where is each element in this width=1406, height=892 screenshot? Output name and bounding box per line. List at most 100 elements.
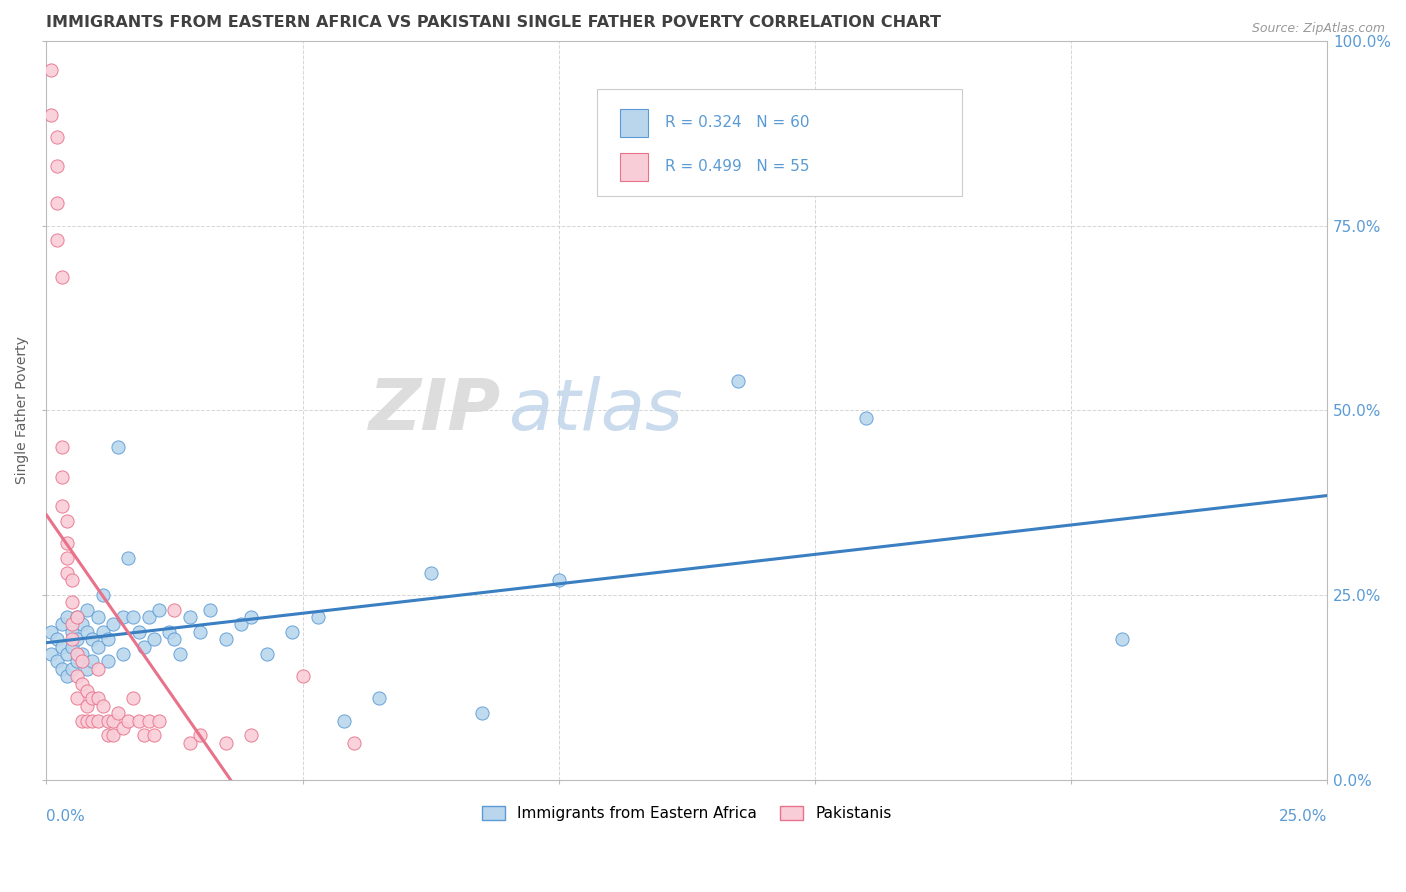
Y-axis label: Single Father Poverty: Single Father Poverty [15,336,30,484]
Point [70,714,93,728]
Point [148,714,170,728]
Point [97,728,120,742]
Point [112,647,135,661]
Point [86,610,108,624]
Point [332,714,354,728]
Point [60,573,83,587]
Point [60,617,83,632]
Point [132,640,155,654]
FancyBboxPatch shape [598,89,962,196]
Point [97,632,120,647]
Point [82,691,104,706]
FancyBboxPatch shape [620,109,648,137]
Point [240,610,263,624]
Point [70,647,93,661]
Point [76,684,98,698]
Point [107,706,129,720]
Point [291,669,314,683]
Point [143,632,166,647]
Point [128,624,150,639]
Point [56,514,79,528]
Point [56,551,79,566]
Point [51,640,73,654]
Point [56,647,79,661]
Point [101,728,124,742]
Point [82,632,104,647]
Point [86,662,108,676]
Point [82,654,104,668]
Point [41,647,63,661]
Point [60,632,83,647]
Point [76,624,98,639]
Text: 25.0%: 25.0% [1279,809,1327,824]
Point [343,736,366,750]
Point [41,624,63,639]
Point [45,632,67,647]
Point [256,647,278,661]
Point [169,647,191,661]
Point [51,617,73,632]
Point [132,728,155,742]
Point [163,603,186,617]
Point [97,714,120,728]
Point [76,714,98,728]
Point [51,270,73,285]
Point [163,632,186,647]
Point [51,440,73,454]
Text: ZIP: ZIP [368,376,501,445]
Point [51,469,73,483]
Point [215,632,238,647]
Point [41,63,63,78]
Point [51,662,73,676]
Text: Source: ZipAtlas.com: Source: ZipAtlas.com [1251,22,1385,36]
Point [547,573,569,587]
Point [188,624,211,639]
Point [56,610,79,624]
Point [60,662,83,676]
Point [179,610,201,624]
Point [86,714,108,728]
Point [70,617,93,632]
Point [86,640,108,654]
Point [66,654,89,668]
Point [76,698,98,713]
Point [60,595,83,609]
Point [101,714,124,728]
Point [107,440,129,454]
Point [148,603,170,617]
Text: IMMIGRANTS FROM EASTERN AFRICA VS PAKISTANI SINGLE FATHER POVERTY CORRELATION CH: IMMIGRANTS FROM EASTERN AFRICA VS PAKIST… [46,15,942,30]
Point [101,617,124,632]
Point [86,691,108,706]
Point [41,108,63,122]
Point [56,536,79,550]
Point [471,706,494,720]
Point [419,566,441,580]
Point [138,714,160,728]
Point [66,632,89,647]
Point [45,196,67,211]
Point [76,603,98,617]
Point [66,669,89,683]
Point [727,374,749,388]
Text: 0.0%: 0.0% [46,809,86,824]
Point [56,566,79,580]
Point [117,551,139,566]
Point [70,654,93,668]
Point [143,728,166,742]
Point [122,691,145,706]
Legend: Immigrants from Eastern Africa, Pakistanis: Immigrants from Eastern Africa, Pakistan… [477,800,898,828]
Point [76,662,98,676]
Point [66,647,89,661]
Point [229,617,252,632]
Point [60,640,83,654]
Point [1111,632,1133,647]
Point [66,610,89,624]
Text: atlas: atlas [508,376,682,445]
Point [66,610,89,624]
Point [117,714,139,728]
Point [70,676,93,690]
FancyBboxPatch shape [620,153,648,181]
Point [112,610,135,624]
Point [45,130,67,145]
Text: R = 0.499   N = 55: R = 0.499 N = 55 [665,159,810,174]
